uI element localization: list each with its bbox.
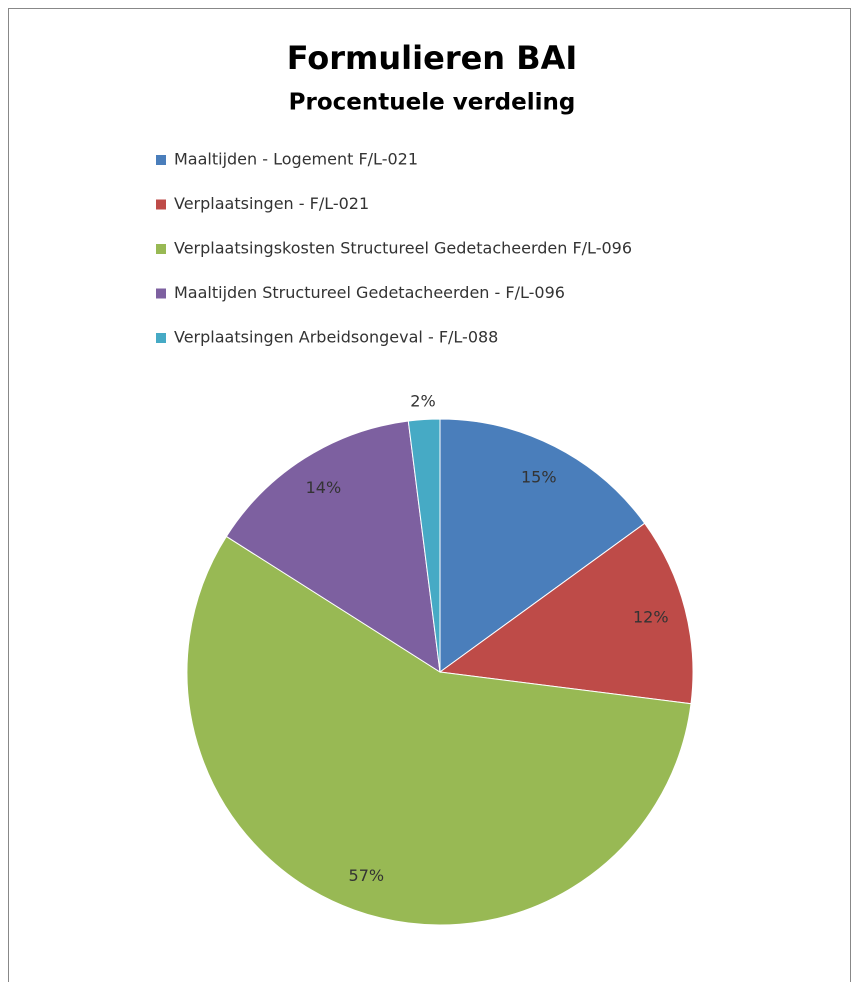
- legend-swatch: [156, 155, 166, 165]
- legend-label: Maaltijden - Logement F/L-021: [174, 150, 418, 169]
- data-label: 57%: [349, 866, 385, 885]
- data-label: 12%: [633, 607, 669, 626]
- pie-slice: [407, 418, 441, 673]
- legend-swatch: [156, 333, 166, 343]
- chart-title: Formulieren BAI: [287, 39, 578, 77]
- legend-swatch: [156, 288, 166, 299]
- legend-swatch: [156, 199, 166, 210]
- pie-slice: [439, 418, 646, 673]
- legend-label: Maaltijden Structureel Gedetacheerden - …: [174, 283, 565, 302]
- pie-slice: [438, 522, 694, 705]
- legend-label: Verplaatsingskosten Structureel Gedetach…: [174, 239, 632, 258]
- legend-label: Verplaatsingen - F/L-021: [174, 194, 369, 213]
- data-label: 2%: [410, 391, 435, 410]
- legend-label: Verplaatsingen Arbeidsongeval - F/L-088: [174, 328, 498, 347]
- pie-slice: [186, 535, 692, 926]
- data-label: 14%: [306, 478, 342, 497]
- data-label: 15%: [521, 468, 557, 487]
- legend-swatch: [156, 244, 166, 254]
- chart-subtitle: Procentuele verdeling: [289, 90, 576, 116]
- pie-slice: [225, 420, 441, 673]
